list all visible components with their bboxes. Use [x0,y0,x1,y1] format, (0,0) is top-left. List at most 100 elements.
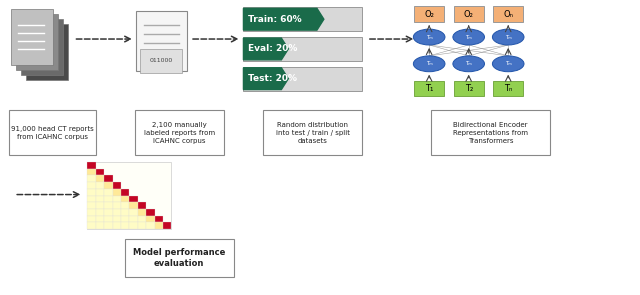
Bar [104,209,113,216]
Bar [87,222,96,229]
Bar [87,196,96,202]
Bar [87,202,96,209]
Text: Tₘ: Tₘ [426,35,433,40]
Bar [113,216,121,222]
Bar [129,209,138,216]
Bar [454,81,483,96]
Bar [26,24,68,80]
Bar [96,182,104,189]
Bar [129,216,138,222]
Bar [243,37,362,61]
Bar [146,216,154,222]
Bar [96,189,104,196]
Bar [263,110,362,155]
Bar [104,189,113,196]
Bar [121,222,129,229]
Bar [104,182,113,189]
Bar [87,189,96,196]
Text: O₂: O₂ [464,10,474,19]
Bar [414,81,444,96]
Bar [414,6,444,22]
Text: Eval: 20%: Eval: 20% [248,45,298,53]
Bar [163,222,172,229]
Text: Tₘ: Tₘ [426,61,433,66]
Bar [96,175,104,182]
Bar [138,222,146,229]
Bar [21,19,63,75]
Text: Train: 60%: Train: 60% [248,15,302,24]
Bar [138,209,146,216]
Bar [104,175,113,182]
Polygon shape [243,38,288,60]
Bar [113,189,121,196]
Bar [125,239,234,277]
Ellipse shape [413,56,445,72]
Bar [87,216,96,222]
Text: T₁: T₁ [425,84,433,93]
Bar [87,175,96,182]
Bar [96,202,104,209]
Bar [104,222,113,229]
Bar [154,222,163,229]
Ellipse shape [492,29,524,45]
Bar [113,182,121,189]
Bar [12,9,52,65]
Text: 2,100 manually
labeled reports from
ICAHNC corpus: 2,100 manually labeled reports from ICAH… [143,122,215,144]
Bar [113,222,121,229]
Polygon shape [243,68,288,90]
Bar [87,209,96,216]
Ellipse shape [492,56,524,72]
Text: Tₘ: Tₘ [505,61,511,66]
Bar [431,110,550,155]
Polygon shape [243,8,324,30]
Bar [154,216,163,222]
Ellipse shape [453,56,484,72]
Bar [493,81,523,96]
Text: Tₙ: Tₙ [504,84,513,93]
Text: Oₙ: Oₙ [503,10,513,19]
Text: Tₘ: Tₘ [465,61,472,66]
Bar [104,196,113,202]
Bar [113,196,121,202]
Bar [87,169,96,175]
Bar [136,11,187,71]
Bar [243,67,362,91]
Bar [10,110,96,155]
Bar [135,110,224,155]
Bar [121,209,129,216]
Bar [96,196,104,202]
Bar [121,202,129,209]
Bar [138,216,146,222]
Text: Random distribution
into test / train / split
datasets: Random distribution into test / train / … [276,122,349,144]
Bar [87,162,172,229]
Bar [129,202,138,209]
Ellipse shape [453,29,484,45]
Text: 91,000 head CT reports
from ICAHNC corpus: 91,000 head CT reports from ICAHNC corpu… [12,126,94,140]
Bar [96,169,104,175]
Text: Tₘ: Tₘ [465,35,472,40]
Bar [121,189,129,196]
Bar [96,222,104,229]
Bar [121,196,129,202]
Text: O₂: O₂ [424,10,434,19]
Text: Tₘ: Tₘ [505,35,511,40]
Bar [146,209,154,216]
Bar [104,202,113,209]
Bar [121,216,129,222]
Bar [113,209,121,216]
Bar [129,222,138,229]
Text: T₂: T₂ [465,84,473,93]
Bar [454,6,483,22]
Bar [96,209,104,216]
Bar [104,216,113,222]
Bar [96,216,104,222]
Bar [16,14,58,70]
Bar [87,162,96,169]
Text: Model performance
evaluation: Model performance evaluation [133,248,225,268]
Bar [146,222,154,229]
Text: Bidirectional Encoder
Representations from
Transformers: Bidirectional Encoder Representations fr… [453,122,528,144]
Bar [87,182,96,189]
Bar [243,7,362,31]
Bar [113,202,121,209]
Text: 011000: 011000 [150,58,173,63]
